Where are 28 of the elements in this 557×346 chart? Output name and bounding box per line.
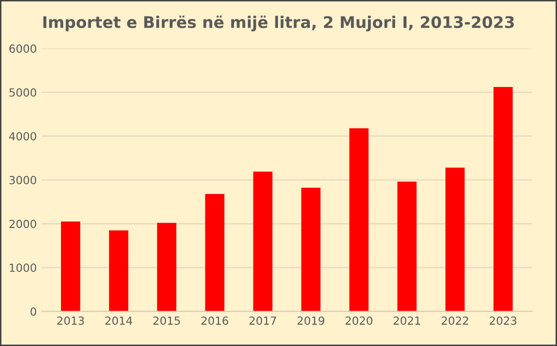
x-tick-label: 2021 bbox=[394, 316, 420, 325]
x-tick-label: 2017 bbox=[250, 316, 276, 325]
y-tick-label: 4000 bbox=[9, 132, 36, 140]
bar bbox=[157, 222, 176, 312]
chart-title: Importet e Birrës në mijë litra, 2 Mujori I, 2013-2023 bbox=[43, 16, 514, 32]
y-tick-label: 1000 bbox=[10, 264, 36, 272]
bar bbox=[109, 230, 128, 312]
bar bbox=[60, 222, 80, 312]
bar bbox=[301, 188, 320, 312]
x-tick-label: 2014 bbox=[105, 316, 132, 325]
bar bbox=[253, 172, 272, 312]
y-tick-label: 2000 bbox=[9, 220, 36, 228]
x-tick-label: 2019 bbox=[298, 316, 324, 325]
y-tick-label: 6000 bbox=[9, 44, 36, 53]
bar bbox=[445, 168, 465, 312]
x-tick-label: 2022 bbox=[442, 316, 468, 325]
x-tick-label: 2016 bbox=[201, 316, 228, 325]
bar bbox=[205, 194, 224, 312]
bar bbox=[493, 87, 513, 312]
y-tick-label: 5000 bbox=[9, 88, 36, 97]
bar bbox=[397, 182, 417, 312]
y-tick-label: 0 bbox=[30, 307, 36, 316]
x-tick-label: 2013 bbox=[57, 316, 84, 325]
x-tick-label: 2020 bbox=[346, 316, 372, 325]
x-tick-label: 2015 bbox=[153, 316, 180, 325]
x-tick-label: 2023 bbox=[490, 316, 516, 325]
bar bbox=[349, 128, 369, 312]
y-tick-label: 3000 bbox=[9, 176, 36, 184]
